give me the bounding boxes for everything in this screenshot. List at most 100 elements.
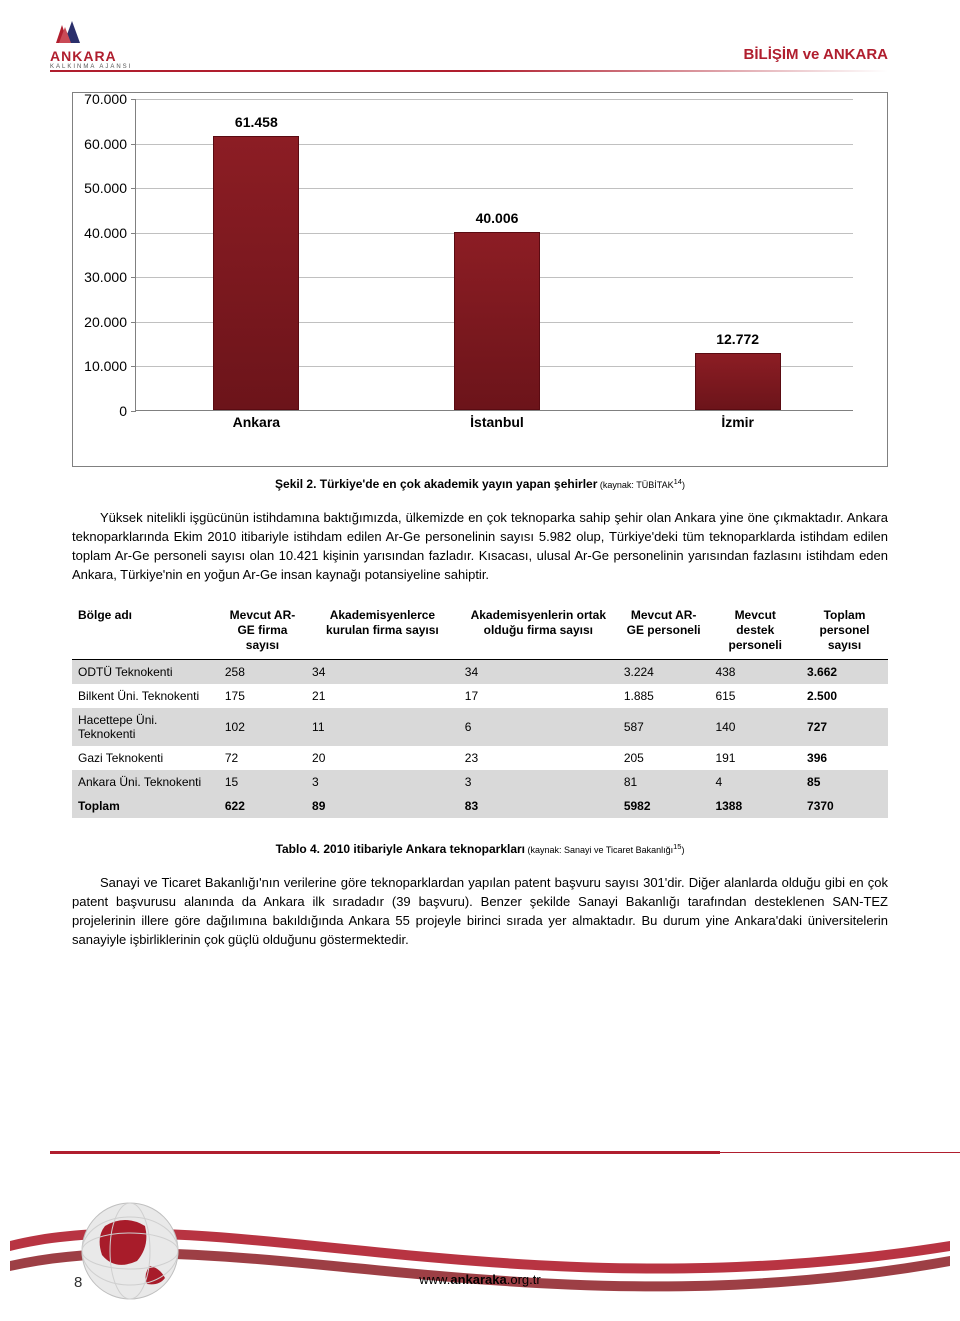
footer-rule [50, 1151, 720, 1154]
table-cell: 622 [219, 794, 306, 818]
page-header: ANKARA KALKINMA AJANSI BİLİŞİM ve ANKARA [0, 20, 960, 80]
table-cell: Ankara Üni. Teknokenti [72, 770, 219, 794]
table-cell: 72 [219, 746, 306, 770]
table-cell: 2.500 [801, 684, 888, 708]
y-tick-label: 10.000 [84, 358, 127, 374]
table-cell: 11 [306, 708, 459, 746]
caption-source: (kaynak: Sanayi ve Ticaret Bakanlığı15) [525, 845, 684, 855]
table-col-header: Akademisyenlerin ortak olduğu firma sayı… [459, 602, 618, 660]
y-tick-mark [131, 277, 136, 278]
footer-url: www.ankaraka.org.tr [0, 1272, 960, 1287]
table-cell: 5982 [618, 794, 710, 818]
caption-bold: Şekil 2. Türkiye'de en çok akademik yayı… [275, 477, 597, 491]
table-cell: 140 [709, 708, 801, 746]
x-category-label: İzmir [678, 414, 798, 430]
table-cell: Bilkent Üni. Teknokenti [72, 684, 219, 708]
plot-area: 61.458Ankara40.006İstanbul12.772İzmir [135, 99, 853, 411]
footer-swoosh-icon [10, 1181, 950, 1321]
figure-caption: Şekil 2. Türkiye'de en çok akademik yayı… [72, 477, 888, 491]
y-tick-label: 20.000 [84, 314, 127, 330]
table-col-header: Akademisyenlerce kurulan firma sayısı [306, 602, 459, 660]
y-tick-label: 30.000 [84, 269, 127, 285]
y-axis: 010.00020.00030.00040.00050.00060.00070.… [77, 99, 131, 411]
table-cell: 34 [459, 660, 618, 685]
table-cell: Hacettepe Üni. Teknokenti [72, 708, 219, 746]
table-total-row: Toplam6228983598213887370 [72, 794, 888, 818]
table-cell: 1388 [709, 794, 801, 818]
table-cell: 3 [306, 770, 459, 794]
y-tick-mark [131, 411, 136, 412]
grid-line [136, 99, 853, 100]
table-cell: 89 [306, 794, 459, 818]
logo: ANKARA KALKINMA AJANSI [50, 20, 132, 70]
table-col-header: Mevcut AR-GE personeli [618, 602, 710, 660]
bar-value-label: 61.458 [196, 114, 316, 130]
table-row: Hacettepe Üni. Teknokenti102116587140727 [72, 708, 888, 746]
table-cell: 396 [801, 746, 888, 770]
y-tick-mark [131, 366, 136, 367]
y-tick-mark [131, 322, 136, 323]
table-cell: 7370 [801, 794, 888, 818]
table-cell: 4 [709, 770, 801, 794]
section-title: BİLİŞİM ve ANKARA [744, 46, 888, 63]
table-cell: ODTÜ Teknokenti [72, 660, 219, 685]
y-tick-label: 60.000 [84, 136, 127, 152]
table-cell: 191 [709, 746, 801, 770]
table-cell: 727 [801, 708, 888, 746]
chart-plot-area: 010.00020.00030.00040.00050.00060.00070.… [135, 99, 853, 429]
table-cell: 438 [709, 660, 801, 685]
bar [695, 353, 781, 410]
bar-value-label: 12.772 [678, 331, 798, 347]
table-cell: 175 [219, 684, 306, 708]
y-tick-mark [131, 233, 136, 234]
table-cell: 15 [219, 770, 306, 794]
logo-mark-icon [50, 20, 132, 48]
y-tick-label: 70.000 [84, 91, 127, 107]
table-row: Ankara Üni. Teknokenti153381485 [72, 770, 888, 794]
paragraph-1: Yüksek nitelikli işgücünün istihdamına b… [72, 509, 888, 584]
table-col-header: Mevcut destek personeli [709, 602, 801, 660]
caption-source: (kaynak: TÜBİTAK14) [597, 480, 685, 490]
table-cell: 17 [459, 684, 618, 708]
table-cell: 81 [618, 770, 710, 794]
table-cell: 3 [459, 770, 618, 794]
table-cell: 205 [618, 746, 710, 770]
table-cell: 6 [459, 708, 618, 746]
y-tick-label: 40.000 [84, 225, 127, 241]
table-caption: Tablo 4. 2010 itibariyle Ankara teknopar… [72, 842, 888, 856]
x-category-label: Ankara [196, 414, 316, 430]
table-col-header: Mevcut AR-GE firma sayısı [219, 602, 306, 660]
table-cell: 258 [219, 660, 306, 685]
table-cell: 34 [306, 660, 459, 685]
table-cell: 23 [459, 746, 618, 770]
table-cell: 3.662 [801, 660, 888, 685]
table-cell: 102 [219, 708, 306, 746]
table-cell: Gazi Teknokenti [72, 746, 219, 770]
y-tick-mark [131, 99, 136, 100]
table-row: ODTÜ Teknokenti25834343.2244383.662 [72, 660, 888, 685]
table-cell: 85 [801, 770, 888, 794]
table-row: Gazi Teknokenti722023205191396 [72, 746, 888, 770]
x-category-label: İstanbul [437, 414, 557, 430]
table-cell: 21 [306, 684, 459, 708]
page-footer: 8 www.ankaraka.org.tr [0, 1151, 960, 1321]
bar [454, 232, 540, 410]
table-cell: 1.885 [618, 684, 710, 708]
caption-bold: Tablo 4. 2010 itibariyle Ankara teknopar… [276, 842, 525, 856]
header-rule [50, 70, 888, 72]
y-tick-mark [131, 144, 136, 145]
teknopark-table: Bölge adıMevcut AR-GE firma sayısıAkadem… [72, 602, 888, 818]
bar-value-label: 40.006 [437, 210, 557, 226]
table-cell: 3.224 [618, 660, 710, 685]
y-tick-label: 0 [119, 403, 127, 419]
table-row: Bilkent Üni. Teknokenti17521171.8856152.… [72, 684, 888, 708]
table-col-header: Toplam personel sayısı [801, 602, 888, 660]
y-tick-mark [131, 188, 136, 189]
table-cell: 587 [618, 708, 710, 746]
logo-text: ANKARA [50, 48, 132, 64]
bar-chart: 010.00020.00030.00040.00050.00060.00070.… [72, 92, 888, 467]
table-cell: 615 [709, 684, 801, 708]
table-cell: 83 [459, 794, 618, 818]
table-col-header: Bölge adı [72, 602, 219, 660]
table-header-row: Bölge adıMevcut AR-GE firma sayısıAkadem… [72, 602, 888, 660]
